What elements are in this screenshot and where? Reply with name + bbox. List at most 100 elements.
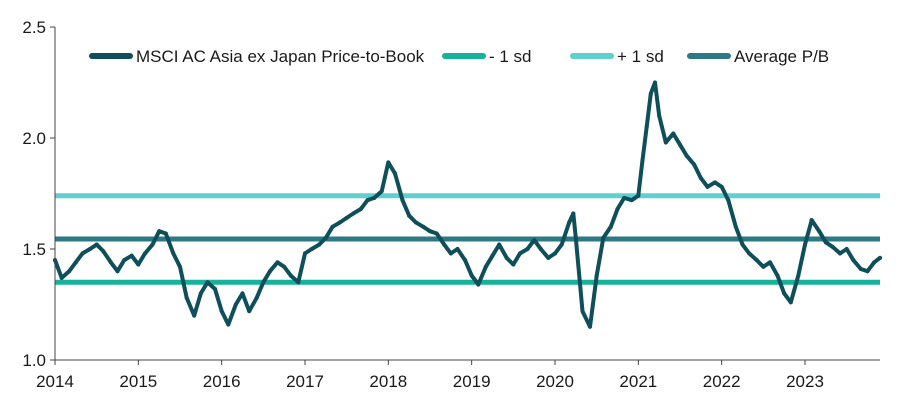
legend-label: MSCI AC Asia ex Japan Price-to-Book — [136, 47, 425, 66]
data-point — [740, 242, 745, 247]
data-point — [865, 269, 870, 274]
data-point — [157, 229, 162, 234]
x-tick-label: 2020 — [536, 372, 574, 391]
data-point — [525, 247, 530, 251]
data-point — [657, 113, 662, 118]
price-to-book-line — [53, 80, 882, 329]
data-point — [546, 255, 551, 260]
data-point — [469, 273, 474, 278]
data-point — [553, 251, 557, 256]
data-point — [344, 215, 349, 220]
data-point — [184, 295, 189, 300]
data-point — [636, 193, 641, 198]
data-point — [878, 255, 882, 260]
data-point — [268, 269, 272, 274]
data-point — [351, 211, 356, 216]
data-point — [573, 235, 578, 240]
data-point — [622, 195, 627, 200]
data-point — [648, 91, 653, 96]
data-point — [247, 309, 252, 314]
x-tick-label: 2023 — [786, 372, 824, 391]
data-point — [434, 231, 439, 236]
data-point — [663, 140, 668, 145]
legend-item-minus-1sd: - 1 sd — [442, 47, 532, 66]
legend-label: + 1 sd — [617, 47, 664, 66]
y-tick-label: 2.5 — [22, 18, 46, 37]
main-series-group — [53, 80, 882, 329]
data-point — [476, 282, 481, 287]
data-point — [580, 309, 585, 314]
data-point — [442, 242, 447, 247]
x-tick-label: 2016 — [203, 372, 241, 391]
data-point — [497, 242, 502, 247]
data-point — [261, 280, 266, 285]
data-point — [407, 213, 412, 218]
data-point — [233, 302, 238, 307]
data-point — [94, 242, 99, 247]
legend-label: Average P/B — [734, 47, 829, 66]
data-point — [171, 251, 176, 256]
data-point — [653, 80, 657, 85]
data-point — [518, 251, 522, 256]
legend-item-plus-1sd: + 1 sd — [570, 47, 664, 66]
data-point — [796, 273, 801, 278]
data-point — [698, 175, 703, 180]
data-point — [803, 242, 807, 247]
data-point — [559, 242, 564, 247]
y-tick-label: 2.0 — [22, 129, 46, 148]
data-point — [490, 253, 495, 258]
data-point — [365, 198, 370, 203]
legend-item-average-pb: Average P/B — [687, 47, 829, 66]
data-point — [640, 158, 645, 163]
data-point — [178, 264, 182, 269]
data-point — [705, 184, 710, 189]
data-point — [108, 260, 113, 265]
data-point — [851, 258, 856, 263]
data-point — [192, 313, 197, 318]
data-point — [317, 242, 322, 247]
data-point — [571, 211, 576, 216]
data-point — [838, 251, 842, 256]
data-point — [713, 180, 717, 185]
data-point — [455, 247, 460, 251]
data-point — [122, 258, 127, 263]
data-point — [115, 269, 120, 274]
data-point — [858, 266, 863, 271]
data-point — [67, 269, 72, 274]
data-point — [483, 264, 488, 269]
x-tick-label: 2021 — [619, 372, 657, 391]
data-point — [379, 189, 384, 194]
data-point — [733, 224, 738, 229]
data-point — [358, 207, 363, 212]
data-point — [629, 198, 634, 203]
data-point — [511, 262, 516, 267]
legend: MSCI AC Asia ex Japan Price-to-Book - 1 s… — [89, 47, 829, 66]
data-point — [594, 273, 599, 278]
data-point — [101, 249, 106, 254]
data-point — [205, 280, 210, 285]
x-tick-label: 2014 — [36, 372, 74, 391]
data-point — [213, 286, 217, 291]
data-point — [330, 224, 335, 229]
data-point — [782, 291, 787, 296]
data-point — [309, 247, 314, 251]
data-point — [830, 244, 835, 249]
data-point — [198, 291, 203, 296]
data-point — [150, 242, 155, 247]
data-point — [88, 247, 92, 251]
x-tick-label: 2015 — [119, 372, 157, 391]
data-point — [788, 300, 793, 305]
data-point — [372, 195, 377, 200]
data-point — [761, 264, 766, 269]
data-point — [143, 251, 147, 256]
data-point — [644, 124, 649, 129]
data-point — [768, 260, 772, 265]
legend-item-price-to-book: MSCI AC Asia ex Japan Price-to-Book — [89, 47, 425, 66]
data-point — [393, 171, 397, 176]
data-point — [608, 224, 613, 229]
data-point — [129, 253, 134, 258]
y-tick-label: 1.5 — [22, 240, 46, 259]
data-point — [588, 324, 592, 329]
data-point — [719, 184, 724, 189]
